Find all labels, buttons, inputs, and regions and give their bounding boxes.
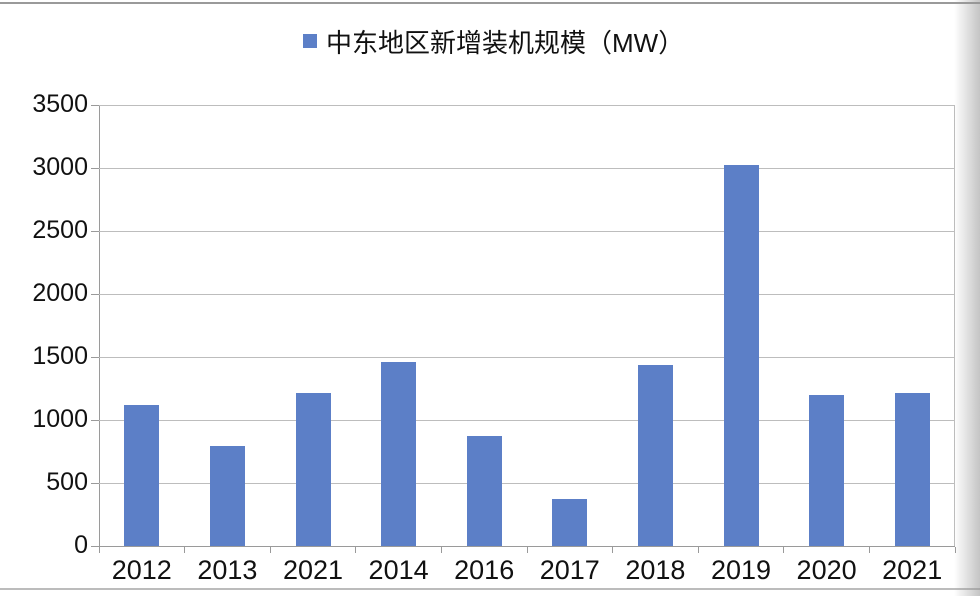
x-axis-tick xyxy=(697,547,699,553)
x-axis-label: 2012 xyxy=(111,555,172,585)
gridline xyxy=(99,419,955,421)
chart-legend: 中东地区新增装机规模（MW） xyxy=(303,26,684,58)
plot-area xyxy=(91,104,956,553)
bar xyxy=(637,365,673,546)
y-axis-label: 500 xyxy=(46,468,88,496)
y-axis-tick xyxy=(91,167,99,169)
y-axis-tick xyxy=(91,356,99,358)
y-axis-label: 1000 xyxy=(32,405,88,433)
bar xyxy=(723,164,759,546)
x-axis-label: 2014 xyxy=(368,555,429,585)
legend-label: 中东地区新增装机规模（MW） xyxy=(326,27,685,58)
x-axis-label: 2017 xyxy=(539,555,600,585)
x-axis-label: 2016 xyxy=(454,555,515,585)
bar xyxy=(894,392,930,546)
page-bottom-border xyxy=(0,588,980,590)
y-axis-tick xyxy=(91,293,99,295)
x-axis-label: 2021 xyxy=(882,555,943,585)
bar xyxy=(809,394,845,546)
gridline xyxy=(99,230,955,232)
y-axis-tick xyxy=(91,230,99,232)
bar xyxy=(124,404,160,546)
y-axis-label: 2000 xyxy=(32,279,88,307)
bar xyxy=(466,436,502,546)
gridline xyxy=(99,356,955,358)
y-axis-label: 3500 xyxy=(32,90,88,118)
x-axis-line xyxy=(99,546,955,547)
gridline xyxy=(99,167,955,169)
x-axis-label: 2018 xyxy=(625,555,686,585)
bar xyxy=(295,392,331,546)
y-axis-tick xyxy=(91,482,99,484)
x-axis-tick xyxy=(783,547,785,553)
x-axis-tick xyxy=(612,547,614,553)
y-axis-label: 0 xyxy=(74,531,88,559)
x-axis-tick xyxy=(355,547,357,553)
y-axis-tick xyxy=(91,419,99,421)
bar xyxy=(209,446,245,546)
y-axis-line xyxy=(99,105,100,546)
y-axis-label: 2500 xyxy=(32,216,88,244)
x-axis-tick xyxy=(269,547,271,553)
y-axis-label: 3000 xyxy=(32,153,88,181)
legend-marker-icon xyxy=(303,34,317,48)
x-axis-tick xyxy=(440,547,442,553)
x-axis-tick xyxy=(184,547,186,553)
x-axis-tick xyxy=(526,547,528,553)
y-axis-tick xyxy=(91,104,99,106)
gridline xyxy=(99,293,955,295)
x-axis-label: 2021 xyxy=(282,555,344,585)
bar xyxy=(552,499,588,546)
x-axis-label: 2020 xyxy=(796,555,857,585)
x-axis-tick xyxy=(98,547,100,553)
gridline xyxy=(99,104,955,106)
y-axis-tick xyxy=(91,545,99,547)
y-axis-label: 1500 xyxy=(32,342,88,370)
gridline xyxy=(99,482,955,484)
page-edge-shadow xyxy=(954,0,980,596)
page-top-border xyxy=(0,2,980,4)
x-axis-tick xyxy=(868,547,870,553)
x-axis-label: 2013 xyxy=(197,555,258,585)
x-axis-label: 2019 xyxy=(710,555,772,585)
bar xyxy=(381,362,417,546)
